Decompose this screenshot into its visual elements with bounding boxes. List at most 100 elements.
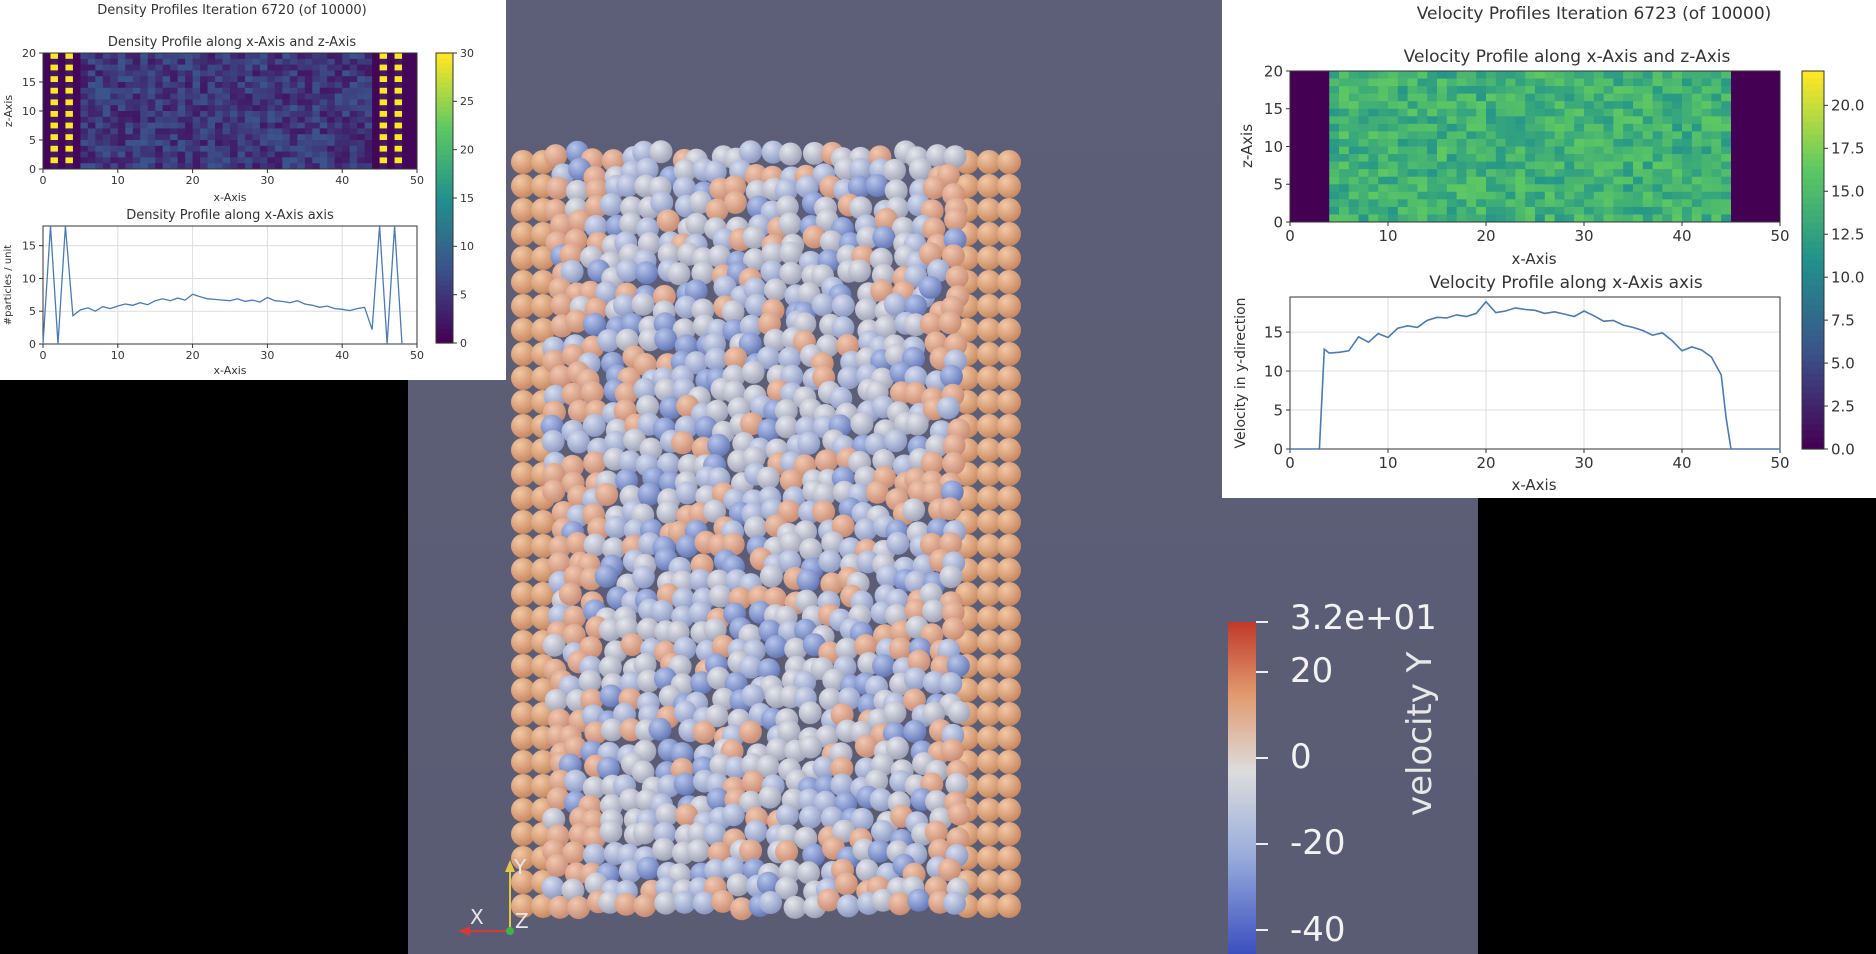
fluid-particle	[546, 787, 570, 811]
wall-particle	[997, 846, 1021, 870]
fluid-particle	[741, 684, 765, 707]
fluid-particle	[545, 853, 569, 877]
velocity-colorbar	[1228, 621, 1268, 954]
fluid-particle	[831, 294, 855, 318]
fluid-particle	[649, 140, 673, 164]
wall-particle	[977, 174, 1001, 198]
fluid-particle	[939, 672, 963, 696]
wall-particle	[977, 438, 1001, 462]
wall-particle	[977, 510, 1001, 534]
fluid-particle	[684, 351, 708, 375]
fluid-particle	[743, 248, 767, 272]
fluid-particle	[919, 312, 943, 336]
fluid-particle	[939, 565, 963, 589]
density-colorbar: 0 5 10 15 20 25 30	[435, 47, 474, 350]
axis-z-label: Z	[515, 909, 529, 933]
fluid-particle	[739, 655, 763, 679]
fluid-particle	[566, 531, 590, 555]
velocity-line-series	[1290, 300, 1780, 450]
fluid-particle	[704, 858, 728, 882]
fluid-particle	[902, 498, 926, 522]
fluid-particle	[774, 179, 798, 203]
fluid-particle	[582, 843, 606, 867]
wall-particle	[977, 630, 1001, 654]
fluid-particle	[945, 772, 969, 796]
fluid-particle	[636, 856, 660, 880]
fluid-particle	[656, 500, 680, 524]
colorbar-label-0: 0	[1290, 737, 1312, 777]
fluid-particle	[855, 298, 878, 322]
fluid-particle	[633, 894, 657, 918]
fluid-particle	[544, 144, 568, 168]
density-figure: Density Profiles Iteration 6720 (of 1000…	[2, 3, 474, 377]
fluid-particle	[761, 140, 785, 164]
fluid-particle	[940, 738, 964, 762]
fluid-particle	[633, 377, 657, 401]
wall-particle	[997, 534, 1021, 558]
fluid-particle	[741, 360, 765, 384]
wall-particle	[511, 270, 535, 294]
x-tick-label: 50	[1770, 227, 1789, 245]
colorbar-tick-label: 0	[460, 337, 467, 350]
wall-particle	[997, 630, 1021, 654]
wall-particle	[977, 870, 1001, 894]
fluid-particle	[938, 311, 962, 335]
fluid-particle	[739, 314, 763, 338]
fluid-particle	[713, 275, 737, 299]
wall-particle	[531, 366, 555, 390]
particle-scene	[511, 140, 1021, 921]
y-tick-label: 0	[1273, 213, 1283, 231]
wall-particle	[997, 462, 1021, 486]
fluid-particle	[757, 418, 781, 442]
fluid-particle	[546, 176, 570, 200]
fluid-particle	[854, 734, 878, 758]
fluid-particle	[692, 720, 716, 744]
fluid-particle	[739, 839, 763, 863]
colorbar-tick-label: 5.0	[1831, 354, 1855, 372]
fluid-particle	[943, 891, 967, 915]
y-tick-label: 10	[1264, 138, 1283, 156]
fluid-particle	[673, 772, 697, 796]
fluid-particle	[721, 803, 745, 827]
fluid-particle	[818, 549, 842, 573]
fluid-particle	[580, 380, 604, 404]
fluid-particle	[945, 265, 969, 289]
fluid-particle	[925, 790, 948, 814]
fluid-particle	[944, 333, 968, 357]
wall-particle	[997, 798, 1021, 822]
fluid-particle	[779, 531, 803, 555]
wall-particle	[997, 510, 1021, 534]
fluid-particle	[939, 532, 963, 556]
fluid-particle	[834, 872, 858, 896]
wall-particle	[511, 390, 535, 414]
wall-particle	[531, 582, 555, 606]
colorbar-tick-label: 12.5	[1831, 225, 1864, 243]
fluid-particle	[604, 515, 628, 539]
fluid-particle	[685, 212, 709, 236]
velocity-heatmap	[1290, 71, 1781, 223]
fluid-particle	[672, 176, 696, 200]
wall-particle	[997, 702, 1021, 726]
fluid-particle	[812, 500, 836, 524]
fluid-particle	[884, 179, 908, 203]
wall-particle	[997, 318, 1021, 342]
fluid-particle	[671, 587, 695, 611]
fluid-particle	[673, 636, 697, 660]
wall-particle	[511, 750, 535, 774]
fluid-particle	[871, 819, 894, 843]
fluid-particle	[759, 891, 783, 914]
fluid-particle	[936, 396, 960, 420]
fluid-particle	[799, 538, 823, 561]
wall-particle	[977, 726, 1001, 750]
fluid-particle	[836, 894, 860, 918]
wall-particle	[977, 846, 1001, 870]
fluid-particle	[874, 207, 898, 231]
fluid-particle	[583, 533, 607, 557]
fluid-particle	[559, 243, 583, 267]
fluid-particle	[613, 293, 636, 317]
wall-particle	[511, 246, 535, 270]
fluid-particle	[671, 431, 694, 455]
colorbar-tick-label: 15	[460, 192, 474, 205]
fluid-particle	[778, 212, 802, 236]
wall-particle	[997, 222, 1021, 246]
